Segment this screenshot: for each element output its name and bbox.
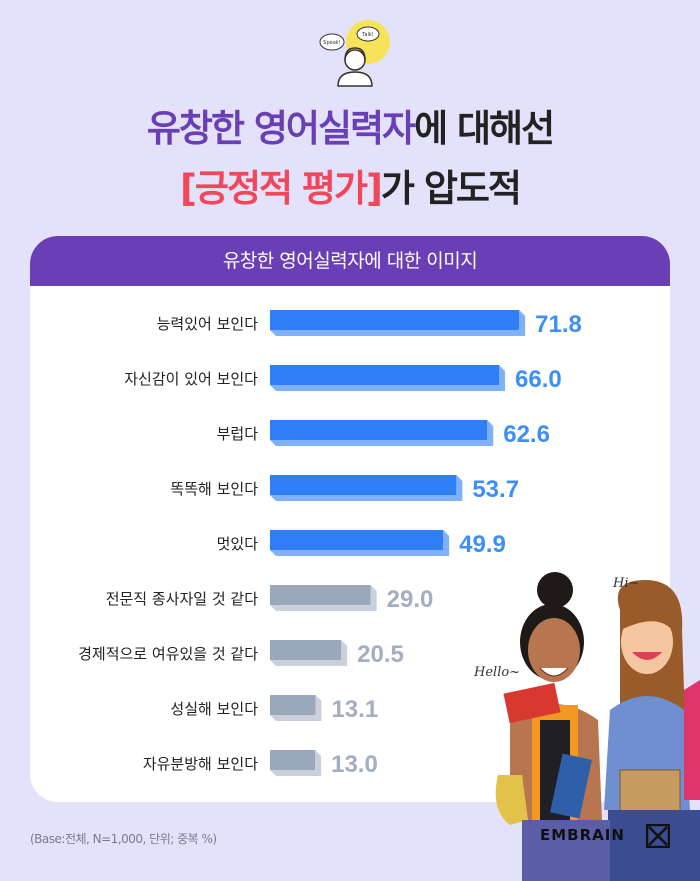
value-label: 20.5	[357, 641, 404, 668]
headline-emphasis: [긍정적 평가]	[180, 167, 383, 210]
headline-line-2: [긍정적 평가]가 압도적	[0, 170, 700, 207]
value-label: 13.1	[331, 696, 378, 723]
headline-rest: 에 대해선	[414, 107, 555, 150]
bar	[270, 695, 316, 715]
bar-bottom	[270, 330, 526, 336]
category-label: 자신감이 있어 보인다	[124, 370, 258, 388]
embrain-logo-icon	[646, 824, 670, 848]
headline-line-1: 유창한 영어실력자에 대해선	[0, 110, 700, 147]
bar	[270, 750, 316, 770]
speech-hi: Hi~	[613, 576, 640, 591]
chart-title: 유창한 영어실력자에 대한 이미지	[30, 236, 670, 286]
value-label: 71.8	[535, 311, 582, 338]
value-label: 29.0	[387, 586, 434, 613]
bar-bottom	[270, 660, 348, 666]
bar-bottom	[270, 495, 463, 501]
headline-highlight: 유창한 영어실력자	[146, 107, 416, 150]
bar-side	[315, 750, 322, 776]
footnote: (Base:전체, N=1,000, 단위; 중복 %)	[30, 832, 217, 846]
bar	[270, 310, 520, 330]
bar-side	[370, 585, 377, 611]
category-label: 성실해 보인다	[170, 700, 258, 718]
headline-suffix: 가 압도적	[380, 167, 522, 210]
bar	[270, 475, 457, 495]
bar	[270, 640, 342, 660]
value-label: 53.7	[472, 476, 519, 503]
value-label: 49.9	[459, 531, 506, 558]
value-label: 62.6	[503, 421, 550, 448]
bar-side	[487, 420, 494, 446]
chart-card: 유창한 영어실력자에 대한 이미지 능력있어 보인다 71.8 자신감이 있어 보인…	[30, 236, 670, 802]
bar-side	[443, 530, 450, 556]
bar-bottom	[270, 770, 322, 776]
category-label: 똑똑해 보인다	[170, 480, 258, 498]
bar-bottom	[270, 715, 322, 721]
bar-side	[456, 475, 463, 501]
bar-side	[499, 365, 506, 391]
speaking-person-icon: Speak! Talk!	[319, 20, 390, 87]
brand-logo-text: EMBRAIN	[540, 826, 625, 844]
bar-bottom	[270, 550, 450, 556]
bar-side	[341, 640, 348, 666]
category-label: 멋있다	[217, 535, 259, 553]
talk-bubble-text: Talk!	[361, 32, 374, 38]
bar-chart: 능력있어 보인다 71.8 자신감이 있어 보인다 66.0 부럽다 62.6 똑똑해 보인…	[78, 310, 582, 778]
bar	[270, 420, 488, 440]
bar-bottom	[270, 605, 377, 611]
students-illustration	[495, 572, 700, 881]
speak-bubble-text: Speak!	[323, 40, 340, 46]
category-label: 능력있어 보인다	[157, 315, 259, 333]
category-label: 부럽다	[217, 425, 259, 443]
category-label: 경제적으로 여유있을 것 같다	[78, 645, 258, 663]
category-label: 자유분방해 보인다	[143, 755, 258, 773]
bar-side	[315, 695, 322, 721]
bar-side	[519, 310, 526, 336]
speech-hello: Hello~	[474, 665, 521, 680]
bar	[270, 365, 500, 385]
bar-bottom	[270, 385, 506, 391]
bar	[270, 585, 371, 605]
value-label: 66.0	[515, 366, 562, 393]
bar	[270, 530, 444, 550]
value-label: 13.0	[331, 751, 378, 778]
bar-bottom	[270, 440, 494, 446]
category-label: 전문직 종사자일 것 같다	[106, 590, 259, 608]
